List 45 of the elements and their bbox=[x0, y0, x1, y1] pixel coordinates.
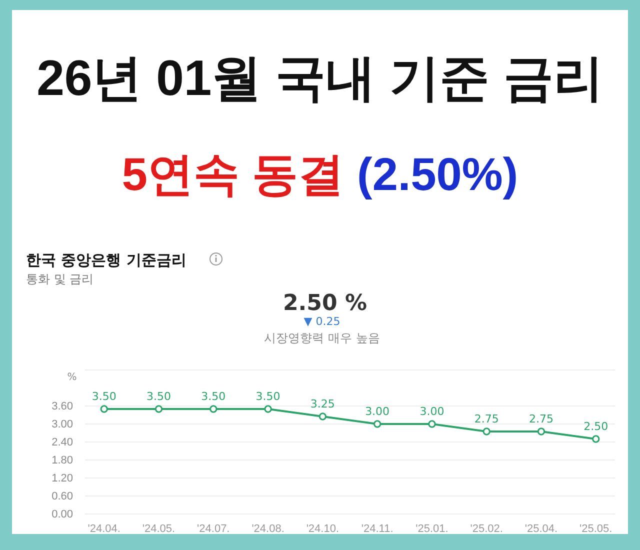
x-tick-label: '25.05. bbox=[580, 522, 612, 535]
x-tick-label: '24.10. bbox=[306, 522, 340, 535]
point bbox=[592, 435, 600, 443]
data-label: 3.00 bbox=[365, 405, 390, 418]
point bbox=[482, 428, 490, 436]
text: 2.50 % bbox=[283, 291, 367, 316]
chart-subtitle: 5연속 동결 (2.50%) bbox=[122, 148, 518, 200]
x-tick-label: '24.07. bbox=[197, 522, 230, 535]
data-label: 2.75 bbox=[474, 412, 499, 426]
point bbox=[100, 405, 108, 413]
y-axis-title: % bbox=[67, 372, 77, 383]
y-tick-label: 0.00 bbox=[52, 508, 73, 521]
text: 시장영향력 매우 높음 bbox=[264, 331, 380, 345]
data-label: 3.50 bbox=[92, 390, 116, 403]
data-label: 3.50 bbox=[201, 390, 226, 403]
point bbox=[210, 405, 218, 413]
data-label: 3.25 bbox=[310, 398, 335, 410]
y-tick-label: 1.80 bbox=[52, 454, 73, 467]
x-tick-label: '24.11. bbox=[361, 522, 394, 535]
data-label: 2.50 bbox=[584, 420, 608, 433]
x-tick-label: '25.01. bbox=[416, 522, 448, 535]
y-tick-label: 3.00 bbox=[52, 418, 73, 431]
y-tick-label: 2.40 bbox=[52, 436, 73, 449]
x-tick-label: '24.04. bbox=[88, 522, 120, 535]
y-tick-label: 3.60 bbox=[52, 400, 73, 413]
text: 통화 및 금리 bbox=[26, 272, 94, 286]
y-tick-label: 0.60 bbox=[52, 490, 73, 503]
point bbox=[264, 405, 272, 413]
text: ▼ 0.25 bbox=[304, 315, 340, 328]
data-label: 3.50 bbox=[256, 390, 280, 403]
x-tick-label: '24.08. bbox=[252, 522, 284, 535]
point bbox=[373, 420, 382, 428]
point bbox=[318, 412, 327, 420]
data-label: 3.50 bbox=[146, 390, 172, 403]
point bbox=[154, 405, 163, 413]
x-tick-label: '24.05. bbox=[142, 522, 176, 535]
x-tick-label: '25.04. bbox=[524, 522, 558, 535]
data-label: 2.75 bbox=[528, 412, 554, 426]
y-tick-label: 1.20 bbox=[52, 472, 73, 485]
point bbox=[537, 428, 546, 436]
point bbox=[428, 420, 436, 428]
text: 한국 중앙은행 기준금리 bbox=[26, 251, 186, 269]
chart-title: 26년 01월 국내 기준 금리 bbox=[36, 50, 604, 106]
data-label: 3.00 bbox=[420, 405, 444, 418]
x-tick-label: '25.02. bbox=[470, 522, 503, 535]
